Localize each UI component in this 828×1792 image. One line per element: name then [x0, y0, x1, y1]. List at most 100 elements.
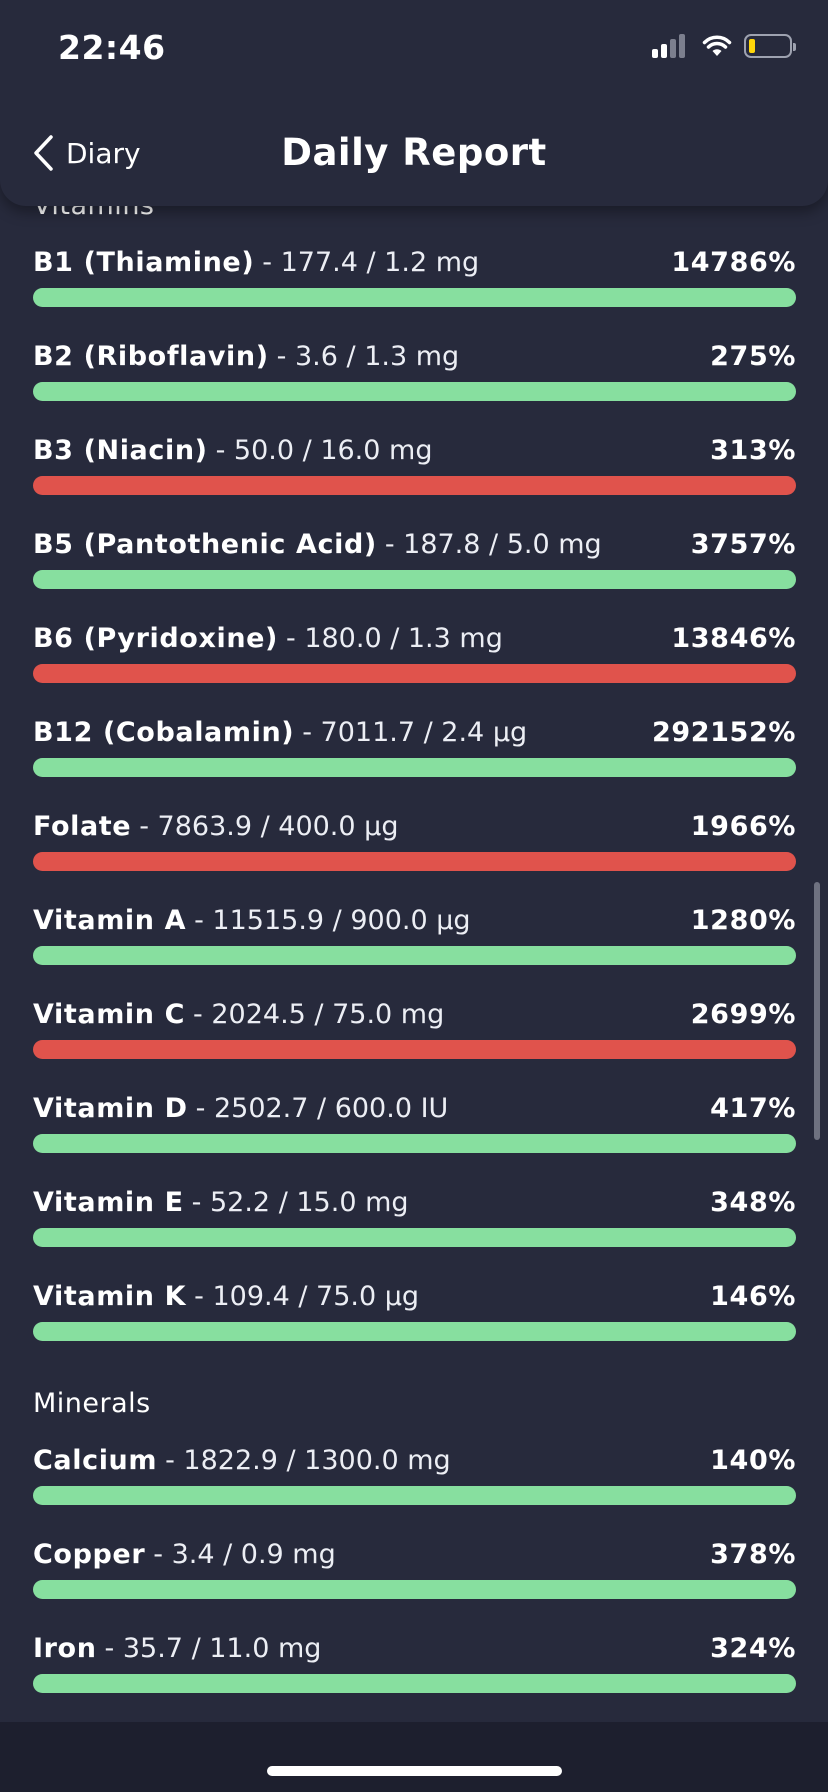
progress-bar [33, 476, 796, 495]
nutrient-row: B5 (Pantothenic Acid) - 187.8 / 5.0 mg 375… [33, 526, 796, 620]
progress-bar [33, 664, 796, 683]
back-button[interactable]: Diary [32, 130, 141, 176]
nutrient-row: Vitamin D- 2502.7 / 600.0 IU 417% [33, 1090, 796, 1184]
nutrient-percent: 3757% [690, 528, 796, 560]
nutrient-row: Folate - 7863.9 / 400.0 µg 1966% [33, 808, 796, 902]
nutrient-percent: 2699% [690, 998, 796, 1030]
nutrient-name: B6 (Pyridoxine) [33, 622, 278, 654]
nutrient-row-header: B12 (Cobalamin) - 7011.7 / 2.4 µg 292152% [33, 714, 796, 750]
nutrient-label: Vitamin A- 11515.9 / 900.0 µg [33, 905, 471, 936]
nutrient-row-header: Copper - 3.4 / 0.9 mg 378% [33, 1536, 796, 1572]
nutrient-amount: - 1822.9 / 1300.0 mg [165, 1444, 451, 1476]
battery-icon [744, 34, 796, 58]
nutrient-label: B2 (Riboflavin) - 3.6 / 1.3 mg [33, 341, 459, 372]
nutrient-row: B3 (Niacin) - 50.0 / 16.0 mg 313% [33, 432, 796, 526]
nutrient-name: Vitamin C [33, 998, 186, 1030]
nutrient-name: B1 (Thiamine) [33, 246, 255, 278]
nutrient-percent: 292152% [652, 716, 796, 748]
nutrient-row: Calcium - 1822.9 / 1300.0 mg 140% [33, 1442, 796, 1536]
wifi-icon [702, 35, 732, 56]
nutrient-amount: - 50.0 / 16.0 mg [215, 434, 433, 466]
progress-bar [33, 852, 796, 871]
nutrient-row-header: Iron - 35.7 / 11.0 mg 324% [33, 1630, 796, 1666]
nutrient-name: B3 (Niacin) [33, 434, 208, 466]
nutrient-amount: - 35.7 / 11.0 mg [104, 1632, 322, 1664]
nutrient-label: B12 (Cobalamin) - 7011.7 / 2.4 µg [33, 717, 527, 748]
nutrient-row: B6 (Pyridoxine) - 180.0 / 1.3 mg 13846% [33, 620, 796, 714]
status-time: 22:46 [58, 28, 166, 67]
progress-bar [33, 288, 796, 307]
nutrient-name: Folate [33, 810, 132, 842]
nutrient-name: Copper [33, 1538, 146, 1570]
nutrient-name: Vitamin K [33, 1280, 187, 1312]
nutrient-name: B5 (Pantothenic Acid) [33, 528, 377, 560]
nutrient-amount: - 7863.9 / 400.0 µg [139, 810, 399, 842]
nutrient-name: B12 (Cobalamin) [33, 716, 295, 748]
nutrient-row-header: Folate - 7863.9 / 400.0 µg 1966% [33, 808, 796, 844]
home-indicator[interactable] [267, 1766, 562, 1776]
nutrient-percent: 13846% [671, 622, 796, 654]
progress-bar [33, 1486, 796, 1505]
nutrient-row: Vitamin C- 2024.5 / 75.0 mg 2699% [33, 996, 796, 1090]
nutrient-row-header: Vitamin D- 2502.7 / 600.0 IU 417% [33, 1090, 796, 1126]
nutrient-label: Folate - 7863.9 / 400.0 µg [33, 811, 398, 842]
nutrient-label: Copper - 3.4 / 0.9 mg [33, 1539, 336, 1570]
nutrient-row: Vitamin E- 52.2 / 15.0 mg 348% [33, 1184, 796, 1278]
nutrient-percent: 275% [710, 340, 796, 372]
nutrient-label: Iron - 35.7 / 11.0 mg [33, 1633, 321, 1664]
scrollbar[interactable] [814, 882, 820, 1140]
nutrient-row: B2 (Riboflavin) - 3.6 / 1.3 mg 275% [33, 338, 796, 432]
progress-bar [33, 1674, 796, 1693]
nutrient-amount: - 187.8 / 5.0 mg [384, 528, 602, 560]
nutrient-row-header: Calcium - 1822.9 / 1300.0 mg 140% [33, 1442, 796, 1478]
nutrient-percent: 313% [710, 434, 796, 466]
nutrient-row: Iron - 35.7 / 11.0 mg 324% [33, 1630, 796, 1724]
nutrient-label: Vitamin D- 2502.7 / 600.0 IU [33, 1093, 448, 1124]
nutrient-amount: - 11515.9 / 900.0 µg [194, 904, 471, 936]
cellular-signal-icon [652, 34, 688, 58]
nutrient-amount: - 52.2 / 15.0 mg [191, 1186, 409, 1218]
nutrient-percent: 1280% [690, 904, 796, 936]
nutrient-row-header: Vitamin K- 109.4 / 75.0 µg 146% [33, 1278, 796, 1314]
progress-bar [33, 382, 796, 401]
nutrient-label: B3 (Niacin) - 50.0 / 16.0 mg [33, 435, 432, 466]
progress-bar [33, 758, 796, 777]
nutrient-row-header: B5 (Pantothenic Acid) - 187.8 / 5.0 mg 375… [33, 526, 796, 562]
progress-bar [33, 1322, 796, 1341]
nutrient-amount: - 2024.5 / 75.0 mg [193, 998, 445, 1030]
nutrient-percent: 324% [710, 1632, 796, 1664]
nutrient-name: Vitamin A [33, 904, 187, 936]
nutrient-amount: - 3.4 / 0.9 mg [153, 1538, 336, 1570]
nutrient-amount: - 3.6 / 1.3 mg [276, 340, 460, 372]
progress-bar [33, 570, 796, 589]
navigation-header: 22:46 Diary Daily Repor [0, 0, 828, 206]
nutrient-label: B1 (Thiamine) - 177.4 / 1.2 mg [33, 247, 479, 278]
progress-bar [33, 946, 796, 965]
progress-bar [33, 1040, 796, 1059]
nutrient-amount: - 109.4 / 75.0 µg [194, 1280, 420, 1312]
progress-bar [33, 1228, 796, 1247]
progress-bar [33, 1134, 796, 1153]
nutrient-label: Vitamin E- 52.2 / 15.0 mg [33, 1187, 409, 1218]
nutrient-percent: 378% [710, 1538, 796, 1570]
nutrient-name: B2 (Riboflavin) [33, 340, 269, 372]
bottom-safe-area [0, 1722, 828, 1792]
nutrient-amount: - 180.0 / 1.3 mg [286, 622, 503, 654]
nutrient-name: Calcium [33, 1444, 158, 1476]
nutrient-row-header: B3 (Niacin) - 50.0 / 16.0 mg 313% [33, 432, 796, 468]
nutrient-percent: 14786% [671, 246, 796, 278]
nutrient-row: B12 (Cobalamin) - 7011.7 / 2.4 µg 292152% [33, 714, 796, 808]
nutrient-row: Vitamin K- 109.4 / 75.0 µg 146% [33, 1278, 796, 1372]
nutrient-label: Calcium - 1822.9 / 1300.0 mg [33, 1445, 451, 1476]
nutrient-percent: 140% [710, 1444, 796, 1476]
nutrient-amount: - 7011.7 / 2.4 µg [302, 716, 528, 748]
nutrient-percent: 146% [710, 1280, 796, 1312]
status-icons [652, 34, 796, 58]
nutrient-percent: 417% [710, 1092, 796, 1124]
nutrient-name: Iron [33, 1632, 97, 1664]
back-button-label: Diary [66, 136, 141, 170]
nutrient-amount: - 2502.7 / 600.0 IU [195, 1092, 449, 1124]
nutrient-row-header: Vitamin C- 2024.5 / 75.0 mg 2699% [33, 996, 796, 1032]
nutrient-row: Copper - 3.4 / 0.9 mg 378% [33, 1536, 796, 1630]
